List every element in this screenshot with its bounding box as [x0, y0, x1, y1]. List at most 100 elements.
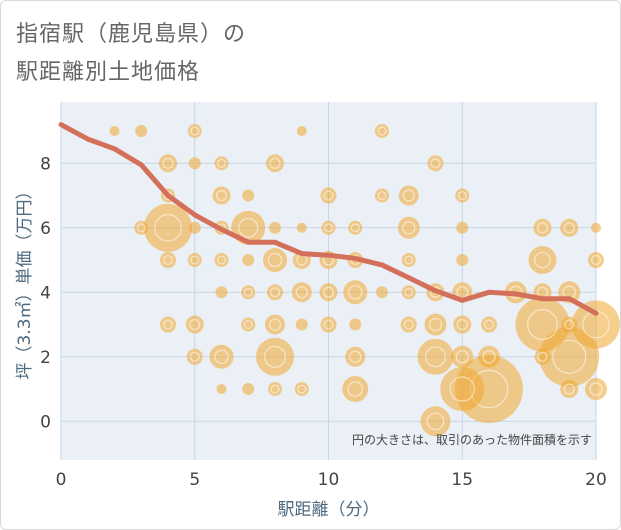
data-bubble-ring — [377, 126, 387, 136]
x-axis-label: 駅距離（分） — [278, 500, 380, 520]
data-bubble — [400, 316, 417, 333]
data-bubble-ring — [349, 350, 362, 363]
data-bubble-ring — [136, 223, 146, 233]
data-bubble-ring — [536, 222, 549, 234]
bubble-layer — [109, 124, 620, 437]
data-bubble-ring — [243, 287, 253, 297]
data-bubble — [212, 186, 231, 205]
data-bubble — [375, 124, 389, 139]
data-bubble — [263, 248, 287, 273]
data-bubble — [343, 280, 368, 305]
data-bubble — [109, 126, 120, 137]
data-bubble — [342, 376, 369, 403]
data-bubble — [214, 156, 229, 171]
data-bubble — [242, 383, 255, 396]
data-bubble — [533, 218, 552, 237]
data-bubble — [321, 220, 336, 235]
data-bubble-ring — [324, 223, 333, 233]
x-tick-label: 5 — [189, 470, 200, 490]
y-tick-label: 6 — [40, 219, 51, 239]
data-bubble — [345, 346, 366, 367]
data-bubble-ring — [154, 213, 182, 242]
data-bubble — [320, 316, 337, 333]
data-bubble-ring — [455, 350, 469, 364]
data-bubble — [134, 220, 149, 235]
data-bubble-ring — [590, 255, 601, 266]
data-bubble — [268, 382, 282, 397]
data-bubble — [478, 345, 500, 368]
data-bubble — [320, 187, 337, 204]
data-bubble-ring — [377, 191, 387, 200]
data-bubble — [267, 284, 283, 301]
data-bubble — [209, 344, 234, 369]
data-bubble — [256, 337, 294, 376]
data-bubble — [135, 125, 148, 138]
data-bubble-ring — [243, 320, 253, 329]
data-bubble — [269, 221, 281, 234]
data-bubble — [453, 315, 472, 334]
chart-title-line2: 駅距離別土地価格 — [16, 60, 201, 85]
data-bubble-ring — [563, 383, 575, 395]
data-bubble — [296, 222, 307, 233]
data-bubble — [420, 406, 451, 437]
x-tick-label: 20 — [585, 470, 607, 490]
data-bubble-ring — [402, 189, 415, 202]
data-bubble — [572, 300, 620, 349]
data-bubble — [242, 254, 255, 267]
data-bubble — [561, 316, 578, 333]
chart-title-line1: 指宿駅（鹿児島県）の — [16, 22, 247, 47]
data-bubble-ring — [297, 384, 307, 394]
data-bubble — [397, 216, 420, 239]
data-bubble — [585, 378, 607, 401]
data-bubble — [515, 297, 570, 352]
data-bubble — [417, 338, 454, 375]
data-bubble-ring — [425, 346, 447, 368]
data-bubble-ring — [189, 318, 201, 331]
data-bubble-ring — [268, 318, 282, 331]
data-bubble — [296, 126, 307, 137]
data-bubble-ring — [269, 157, 281, 169]
data-bubble — [534, 348, 551, 365]
data-bubble-ring — [402, 221, 416, 235]
data-bubble — [187, 253, 202, 268]
data-bubble — [241, 317, 256, 332]
bubble-size-note: 円の大きさは、取引のあった物件面積を示す — [352, 432, 592, 447]
data-bubble-ring — [163, 255, 174, 266]
data-bubble-ring — [215, 189, 228, 202]
data-bubble — [401, 285, 416, 300]
data-bubble-ring — [456, 318, 468, 331]
data-bubble-ring — [430, 158, 441, 169]
data-bubble-ring — [404, 255, 414, 265]
data-bubble-ring — [350, 223, 360, 233]
data-bubble — [319, 283, 338, 302]
data-bubble-ring — [403, 319, 414, 330]
data-bubble — [160, 252, 176, 269]
data-bubble — [456, 221, 469, 234]
data-bubble-ring — [217, 158, 226, 168]
data-bubble — [349, 318, 362, 331]
data-bubble — [560, 218, 579, 237]
data-bubble — [160, 316, 176, 333]
data-bubble-ring — [217, 255, 226, 265]
data-bubble — [186, 348, 203, 365]
data-bubble-ring — [534, 251, 551, 269]
data-bubble — [159, 154, 177, 173]
data-bubble — [456, 254, 469, 267]
data-bubble-ring — [348, 285, 363, 300]
data-bubble — [440, 367, 485, 412]
data-bubble-ring — [323, 319, 334, 330]
data-bubble-ring — [484, 319, 495, 330]
data-bubble — [294, 382, 309, 397]
data-bubble — [214, 253, 229, 268]
data-bubble-ring — [189, 351, 200, 362]
data-bubble — [295, 318, 308, 331]
data-bubble-ring — [163, 319, 174, 330]
y-tick-label: 8 — [40, 154, 51, 174]
data-bubble-ring — [238, 217, 259, 238]
data-bubble — [215, 286, 228, 299]
data-bubble — [398, 185, 419, 206]
data-bubble — [291, 282, 312, 303]
data-bubble — [185, 315, 204, 334]
data-bubble-ring — [270, 287, 281, 298]
data-bubble-ring — [263, 345, 287, 368]
